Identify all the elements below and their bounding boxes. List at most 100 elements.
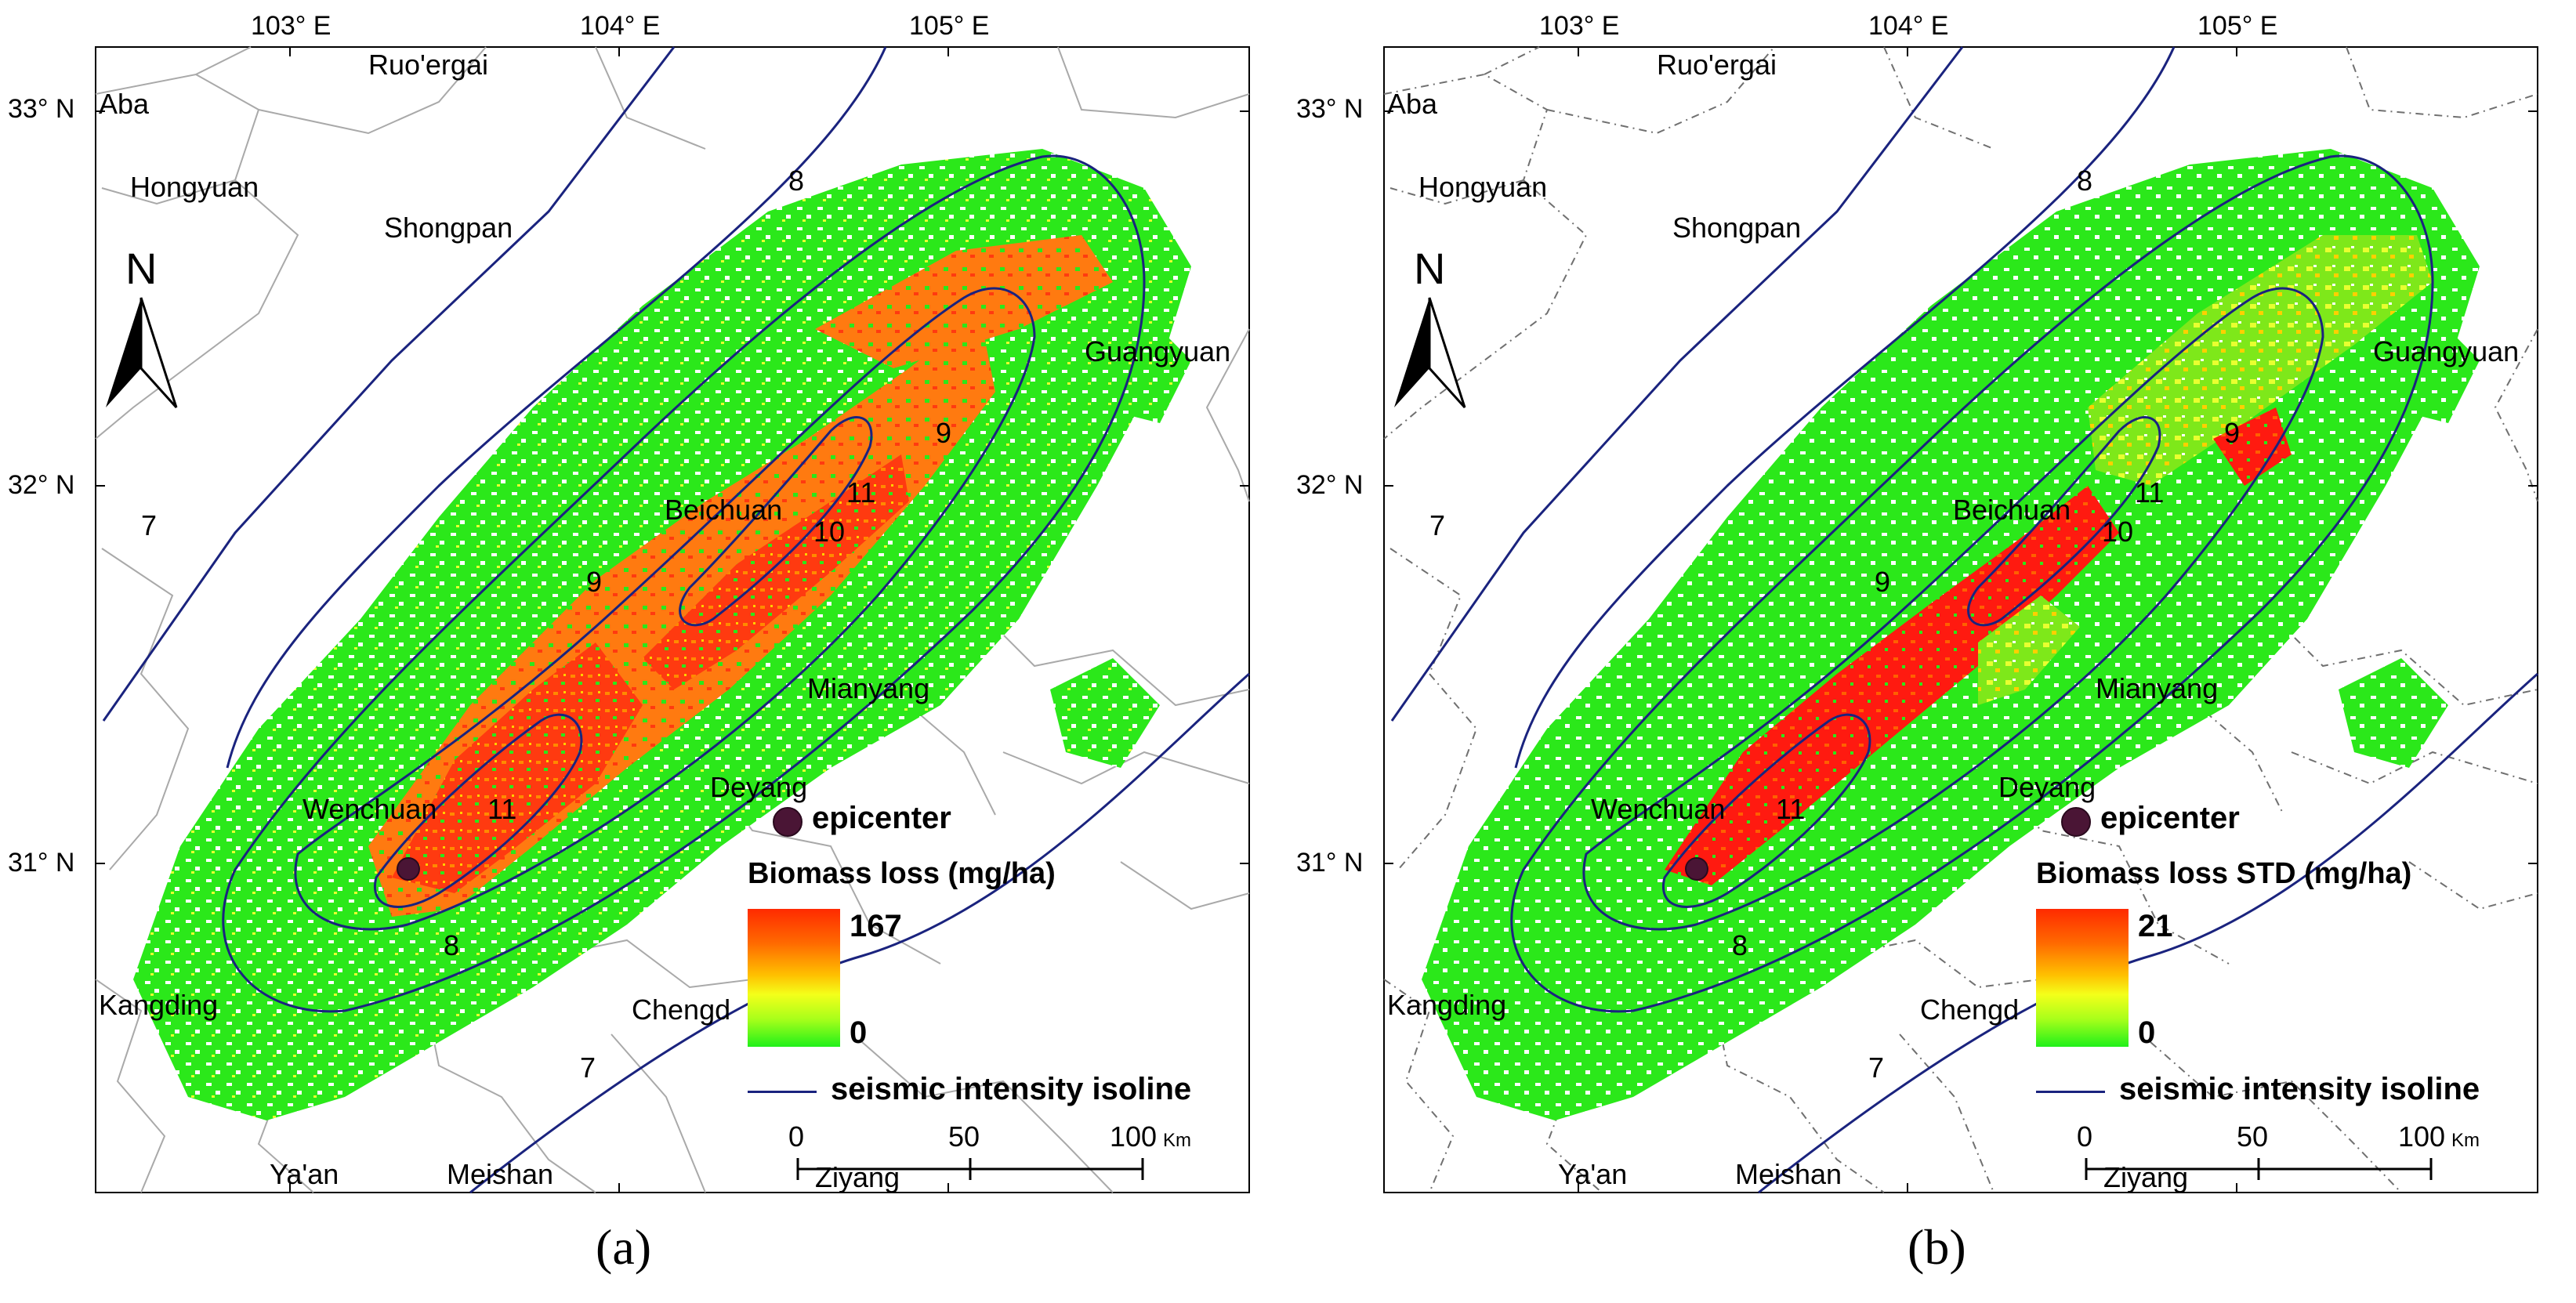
- place-guangyuan: Guangyuan: [2373, 335, 2520, 367]
- place-deyang: Deyang: [1998, 771, 2096, 803]
- latitude-label: 33° N: [1296, 94, 1364, 124]
- biomass-loss-std-raster: [1422, 149, 2480, 1120]
- seismic-isolines: [102, 46, 1250, 1194]
- scale-bar: [2085, 1158, 2433, 1180]
- scale-tick-label: 0: [788, 1120, 805, 1153]
- frame-ticks: [1384, 47, 2538, 1193]
- epicenter-marker: [397, 857, 420, 881]
- legend-isoline-swatch: [748, 1091, 817, 1093]
- place-ziyang: Ziyang: [2103, 1161, 2189, 1193]
- place-aba: Aba: [1387, 88, 1438, 120]
- isoline-value-label: 9: [1875, 566, 1891, 598]
- place-hongyuan: Hongyuan: [1418, 171, 1548, 203]
- legend-color-ramp: [2036, 909, 2129, 1047]
- panel-caption: (a): [596, 1219, 652, 1275]
- isoline-value-label: 9: [2224, 417, 2241, 449]
- scale-bar: [796, 1158, 1144, 1180]
- isoline-value-label: 8: [788, 165, 805, 197]
- isoline-value-label: 7: [1868, 1051, 1885, 1084]
- isoline-value-label: 8: [1732, 929, 1748, 961]
- isoline-7-lower: [469, 672, 1250, 1194]
- legend-isoline-label: seismic intensity isoline: [2119, 1072, 2480, 1106]
- legend-epicenter-dot: [773, 807, 803, 837]
- place-mianyang: Mianyang: [2096, 672, 2219, 704]
- north-arrow: [1394, 297, 1466, 409]
- isoline-value-label: 10: [813, 516, 846, 548]
- place-yaan: Ya'an: [1558, 1158, 1628, 1190]
- scale-tick-label: 0: [2077, 1120, 2093, 1153]
- isoline-value-label: 11: [2135, 476, 2165, 509]
- scale-tick-label: 50: [2237, 1120, 2269, 1153]
- place-shongpan: Shongpan: [1672, 212, 1802, 244]
- place-yaan: Ya'an: [270, 1158, 339, 1190]
- latitude-label: 33° N: [8, 94, 75, 124]
- place-deyang: Deyang: [710, 771, 808, 803]
- place-beichuan: Beichuan: [665, 494, 783, 526]
- place-ruoergai: Ruo'ergai: [368, 49, 488, 81]
- panel-caption: (b): [1908, 1219, 1966, 1275]
- place-guangyuan: Guangyuan: [1085, 335, 1231, 367]
- place-kangding: Kangding: [1387, 989, 1507, 1021]
- latitude-label: 32° N: [1296, 470, 1364, 500]
- latitude-label: 32° N: [8, 470, 75, 500]
- place-meishan: Meishan: [1735, 1158, 1842, 1190]
- longitude-label: 103° E: [1539, 11, 1620, 41]
- isoline-value-label: 8: [2077, 165, 2093, 197]
- place-chengdu: Chengd: [1920, 994, 2020, 1026]
- place-shongpan: Shongpan: [384, 212, 513, 244]
- isoline-value-label: 10: [2102, 516, 2134, 548]
- legend-max: 167: [850, 909, 902, 943]
- longitude-label: 104° E: [580, 11, 661, 41]
- place-mianyang: Mianyang: [807, 672, 930, 704]
- legend-min: 0: [2138, 1015, 2156, 1050]
- legend-isoline-label: seismic intensity isoline: [831, 1072, 1192, 1106]
- isoline-value-label: 11: [846, 476, 876, 509]
- place-aba: Aba: [99, 88, 150, 120]
- place-chengdu: Chengd: [632, 994, 731, 1026]
- place-beichuan: Beichuan: [1953, 494, 2071, 526]
- scale-unit: Km: [2451, 1130, 2480, 1151]
- place-kangding: Kangding: [99, 989, 219, 1021]
- longitude-label: 104° E: [1868, 11, 1949, 41]
- place-wenchuan: Wenchuan: [303, 793, 437, 825]
- place-ziyang: Ziyang: [815, 1161, 900, 1193]
- isoline-value-label: 8: [444, 929, 460, 961]
- isoline-value-label: 11: [1776, 793, 1806, 825]
- place-ruoergai: Ruo'ergai: [1657, 49, 1777, 81]
- longitude-label: 103° E: [251, 11, 332, 41]
- legend-epicenter-label: epicenter: [2100, 801, 2240, 835]
- latitude-label: 31° N: [1296, 848, 1364, 878]
- legend-color-ramp: [748, 909, 840, 1047]
- longitude-label: 105° E: [909, 11, 990, 41]
- place-hongyuan: Hongyuan: [130, 171, 259, 203]
- legend-isoline-swatch: [2036, 1091, 2105, 1093]
- isoline-value-label: 7: [1429, 509, 1446, 541]
- legend-max: 21: [2138, 909, 2173, 943]
- legend-min: 0: [850, 1015, 868, 1050]
- legend-title: Biomass loss (mg/ha): [748, 857, 1056, 890]
- seismic-isolines: [1390, 46, 2538, 1194]
- frame-ticks: [96, 47, 1249, 1193]
- legend-title: Biomass loss STD (mg/ha): [2036, 857, 2412, 890]
- north-label: N: [1414, 244, 1446, 293]
- isoline-value-label: 9: [586, 566, 603, 598]
- map-canvas: [95, 46, 1250, 1194]
- isoline-value-label: 9: [936, 417, 952, 449]
- isoline-value-label: 11: [487, 793, 517, 825]
- scale-tick-label: 100: [2398, 1120, 2446, 1153]
- map-panel-a: 103° E 104° E 105° E 33° N 32° N 31° N N…: [0, 0, 1285, 1303]
- scale-tick-label: 50: [948, 1120, 980, 1153]
- map-canvas: [1383, 46, 2538, 1194]
- isoline-value-label: 7: [141, 509, 158, 541]
- legend-epicenter-label: epicenter: [812, 801, 951, 835]
- place-meishan: Meishan: [447, 1158, 554, 1190]
- map-panel-b: 103° E 104° E 105° E 33° N 32° N 31° N N…: [1288, 0, 2574, 1303]
- longitude-label: 105° E: [2197, 11, 2278, 41]
- north-arrow: [106, 297, 178, 409]
- isoline-value-label: 7: [580, 1051, 596, 1084]
- scale-tick-label: 100: [1110, 1120, 1158, 1153]
- legend-epicenter-dot: [2061, 807, 2091, 837]
- biomass-loss-raster: [133, 149, 1191, 1120]
- latitude-label: 31° N: [8, 848, 75, 878]
- scale-unit: Km: [1163, 1130, 1191, 1151]
